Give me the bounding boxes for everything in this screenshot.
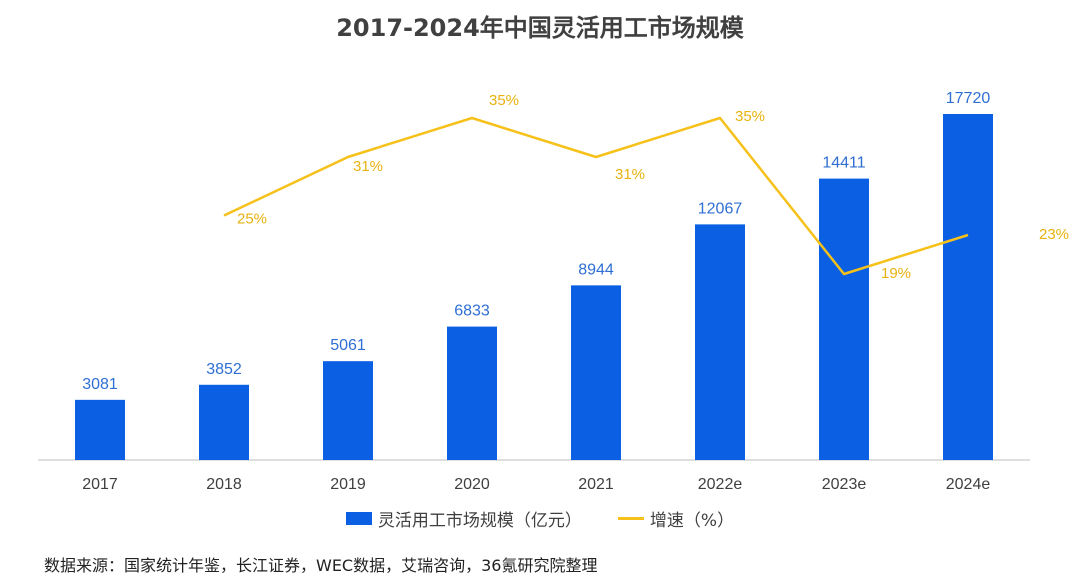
bar-value-label-2023e: 14411 bbox=[822, 155, 865, 172]
growth-rate-label-2019: 31% bbox=[353, 158, 383, 175]
bar-value-label-2022e: 12067 bbox=[698, 200, 743, 217]
bar-value-label-2024e: 17720 bbox=[946, 90, 991, 107]
legend-line-label: 增速（%） bbox=[649, 511, 735, 531]
x-tick-2023e: 2023e bbox=[822, 476, 867, 493]
growth-rate-label-2023e: 19% bbox=[881, 265, 911, 282]
legend-bar-label: 灵活用工市场规模（亿元） bbox=[377, 511, 582, 531]
bar-2024e bbox=[943, 114, 993, 460]
x-tick-2017: 2017 bbox=[82, 476, 118, 493]
bar-value-label-2017: 3081 bbox=[82, 376, 118, 393]
legend-item-market-size: 灵活用工市场规模（亿元） bbox=[345, 506, 582, 531]
bar-value-labels: 3081 3852 5061 6833 8944 12067 14411 17720 bbox=[82, 90, 990, 393]
legend-bar-swatch bbox=[345, 512, 372, 525]
x-tick-2022e: 2022e bbox=[698, 476, 743, 493]
x-tick-2019: 2019 bbox=[330, 476, 366, 493]
growth-rate-label-2021: 31% bbox=[615, 166, 645, 183]
x-tick-2020: 2020 bbox=[454, 476, 490, 493]
bar-value-label-2019: 5061 bbox=[330, 337, 366, 354]
bar-2018 bbox=[199, 384, 249, 460]
bar-2023e bbox=[819, 178, 869, 461]
bar-2021 bbox=[571, 285, 621, 460]
chart-title: 2017-2024年中国灵活用工市场规模 bbox=[336, 14, 744, 42]
growth-rate-label-2018: 25% bbox=[237, 211, 267, 228]
legend-item-growth-rate: 增速（%） bbox=[617, 506, 735, 531]
growth-rate-label-2020: 35% bbox=[489, 92, 519, 109]
growth-rate-labels: 25% 31% 35% 31% 35% 19% 23% bbox=[237, 92, 1069, 282]
bar-series bbox=[75, 114, 993, 461]
x-tick-2024e: 2024e bbox=[946, 476, 991, 493]
bar-2019 bbox=[323, 361, 373, 460]
x-tick-2018: 2018 bbox=[206, 476, 242, 493]
bar-2020 bbox=[447, 326, 497, 460]
growth-rate-label-2022e: 35% bbox=[735, 108, 765, 125]
data-source-note: 数据来源：国家统计年鉴，长江证券，WEC数据，艾瑞咨询，36氪研究院整理 bbox=[44, 556, 598, 575]
bar-value-label-2021: 8944 bbox=[578, 261, 614, 278]
growth-rate-label-2024e: 23% bbox=[1039, 226, 1069, 243]
chart-legend: 灵活用工市场规模（亿元） 增速（%） bbox=[0, 506, 1080, 531]
growth-rate-line bbox=[223, 116, 969, 276]
bar-2017 bbox=[75, 399, 125, 460]
legend-line-swatch bbox=[617, 517, 644, 520]
bar-2022e bbox=[695, 224, 745, 460]
x-axis-tick-labels: 2017 2018 2019 2020 2021 2022e 2023e 2024e bbox=[82, 476, 990, 493]
bar-value-label-2020: 6833 bbox=[454, 303, 490, 320]
x-tick-2021: 2021 bbox=[578, 476, 614, 493]
bar-value-label-2018: 3852 bbox=[206, 361, 242, 378]
